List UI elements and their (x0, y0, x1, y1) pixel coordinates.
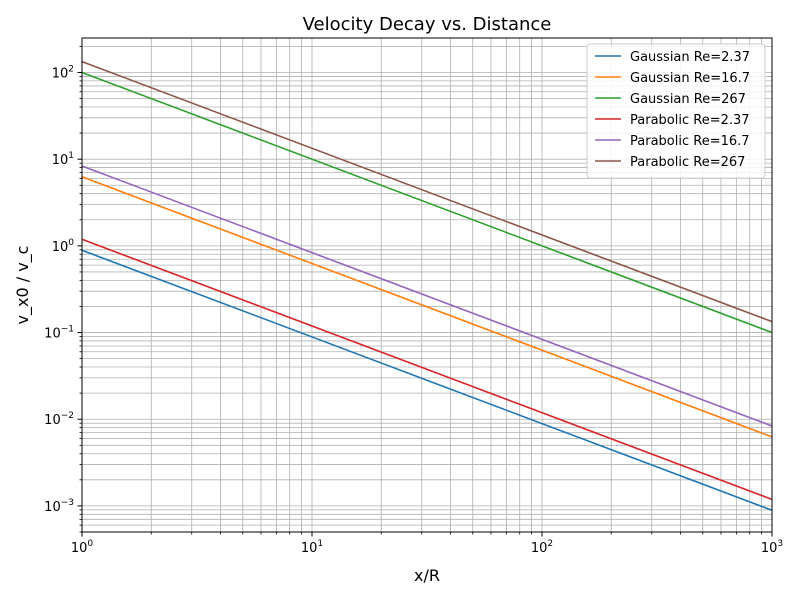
legend-label: Gaussian Re=2.37 (630, 50, 750, 65)
y-tick-label: 10−1 (44, 325, 74, 342)
y-axis-label: v_x0 / v_c (13, 246, 33, 325)
x-axis-label: x/R (414, 566, 440, 585)
series-line (82, 60, 772, 323)
grid (81, 38, 773, 533)
y-tick-label: 10−2 (44, 411, 74, 428)
series-line (82, 165, 772, 427)
legend-box (586, 43, 766, 179)
series-line (82, 71, 772, 334)
legend-label: Parabolic Re=2.37 (630, 113, 750, 128)
series-line (82, 176, 772, 438)
chart-title: Velocity Decay vs. Distance (303, 14, 552, 35)
legend-label: Parabolic Re=16.7 (630, 134, 750, 149)
legend-label: Gaussian Re=16.7 (630, 71, 750, 86)
ticks: 100 101 102 103 10−3 10−2 10−1 100 101 102 (44, 46, 783, 556)
y-tick-label: 101 (52, 151, 74, 168)
legend: Gaussian Re=2.37 Gaussian Re=16.7 Gaussian… (586, 43, 766, 179)
x-tick-label: 101 (301, 539, 323, 556)
y-tick-label: 102 (52, 64, 74, 81)
plot-frame (81, 37, 773, 533)
series-line (82, 238, 772, 501)
x-tick-label: 102 (531, 539, 553, 556)
y-tick-label: 100 (52, 238, 75, 255)
y-tick-label: 10−3 (44, 498, 74, 515)
legend-label: Gaussian Re=267 (630, 92, 746, 107)
x-tick-label: 103 (761, 539, 783, 556)
legend-label: Parabolic Re=267 (630, 155, 745, 170)
x-tick-label: 100 (71, 539, 94, 556)
series-lines (82, 60, 772, 512)
series-line (82, 249, 772, 512)
